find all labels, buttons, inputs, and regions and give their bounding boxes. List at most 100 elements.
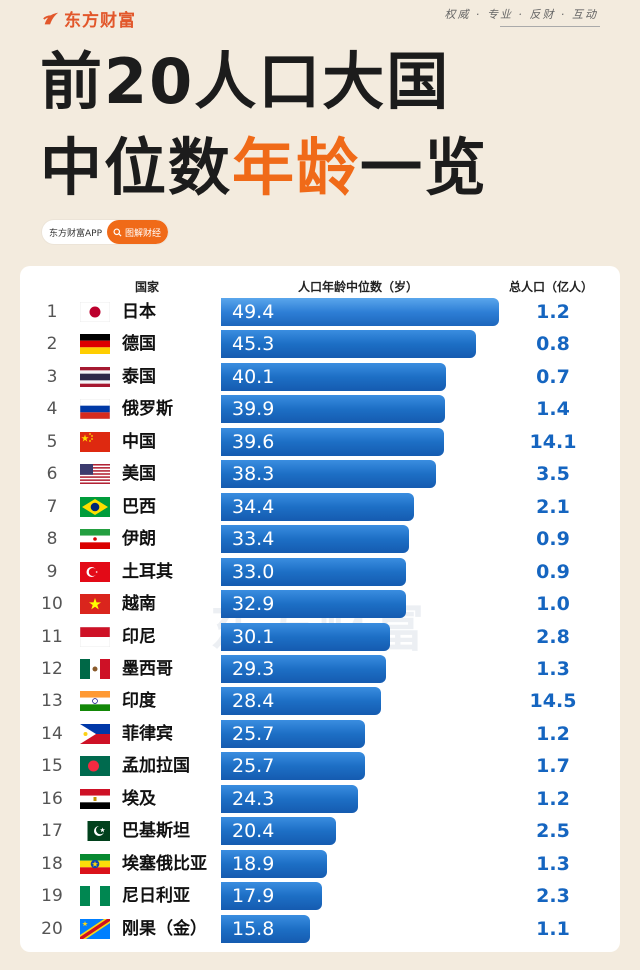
table-row: 15 孟加拉国 25.7 1.7 (20, 750, 620, 783)
country-name: 尼日利亚 (122, 886, 190, 907)
brand-mark-icon (43, 12, 59, 24)
median-age-bar (221, 752, 366, 781)
median-age-bar (221, 298, 499, 326)
population-value: 0.9 (536, 528, 570, 551)
median-age-label: 25.7 (232, 755, 275, 778)
median-age-bar (221, 557, 407, 586)
egypt-flag (80, 788, 110, 809)
nigeria-flag (80, 886, 110, 907)
rank-label: 11 (41, 626, 63, 647)
median-age-label: 20.4 (232, 820, 275, 843)
table-row: 18 埃塞俄比亚 18.9 1.3 (20, 848, 620, 881)
turkey-flag (80, 561, 110, 582)
table-row: 5 中国 39.6 14.1 (20, 426, 620, 459)
population-value: 0.7 (536, 365, 570, 388)
median-age-label: 17.9 (232, 885, 275, 908)
table-row: 12 墨西哥 29.3 1.3 (20, 653, 620, 686)
median-age-label: 39.9 (232, 398, 275, 421)
table-row: 4 俄罗斯 39.9 1.4 (20, 393, 620, 426)
population-value: 0.9 (536, 560, 570, 583)
title-part-a: 中位数 (40, 131, 233, 204)
title-part-b: 一览 (360, 131, 489, 204)
header-median-age: 人口年龄中位数（岁） (298, 280, 419, 294)
indonesia-flag (80, 626, 110, 647)
median-age-bar (221, 590, 406, 619)
app-name: 东方财富APP (49, 228, 103, 239)
rank-label: 13 (41, 691, 63, 712)
median-age-bar (221, 460, 437, 489)
population-value: 2.8 (536, 625, 570, 648)
table-row: 2 德国 45.3 0.8 (20, 328, 620, 361)
germany-flag (80, 334, 110, 355)
table-row: 19 尼日利亚 17.9 2.3 (20, 880, 620, 913)
dr-congo-flag (80, 918, 110, 939)
rank-label: 3 (46, 366, 58, 387)
table-row: 3 泰国 40.1 0.7 (20, 361, 620, 394)
population-value: 2.1 (536, 495, 570, 518)
bangladesh-flag (80, 756, 110, 777)
pakistan-flag (80, 821, 110, 842)
slogan-underline (500, 26, 600, 27)
population-value: 0.8 (536, 333, 570, 356)
population-value: 1.2 (536, 301, 570, 323)
median-age-bar (221, 914, 310, 943)
thailand-flag (80, 366, 110, 387)
population-value: 14.5 (529, 690, 577, 713)
philippines-flag (80, 723, 110, 744)
median-age-label: 29.3 (232, 657, 275, 680)
population-value: 2.3 (536, 885, 570, 908)
median-age-bar (221, 525, 409, 554)
median-age-bar (221, 784, 358, 813)
search-pill[interactable]: 图解财经 (106, 220, 168, 244)
rank-label: 8 (46, 529, 58, 550)
table-row: 14 菲律宾 25.7 1.2 (20, 718, 620, 751)
median-age-label: 38.3 (232, 463, 275, 486)
rank-label: 7 (46, 496, 58, 517)
median-age-bar (221, 362, 447, 391)
rank-label: 20 (41, 918, 63, 939)
population-value: 1.7 (536, 755, 570, 778)
median-age-label: 24.3 (232, 787, 275, 810)
country-name: 埃及 (122, 788, 156, 809)
population-value: 14.1 (529, 430, 577, 453)
median-age-bar (221, 849, 328, 878)
iran-flag (80, 529, 110, 550)
median-age-bar (221, 330, 476, 359)
country-name: 德国 (122, 334, 156, 355)
rank-label: 6 (46, 464, 58, 485)
vietnam-flag (80, 594, 110, 615)
median-age-label: 33.4 (232, 528, 275, 551)
japan-flag (80, 302, 110, 322)
china-flag (80, 431, 110, 452)
brand-logo: 东方财富 (42, 6, 136, 31)
country-name: 中国 (122, 431, 156, 452)
median-age-label: 45.3 (232, 333, 275, 356)
population-value: 1.2 (536, 787, 570, 810)
country-name: 刚果（金） (122, 918, 207, 939)
app-badge[interactable]: 东方财富APP 图解财经 (42, 220, 168, 244)
population-value: 1.3 (536, 852, 570, 875)
country-name: 俄罗斯 (122, 399, 173, 420)
median-age-bar (221, 882, 322, 911)
header-country: 国家 (135, 280, 160, 294)
rank-label: 9 (46, 561, 58, 582)
table-row: 10 越南 32.9 1.0 (20, 588, 620, 621)
rank-label: 18 (41, 853, 63, 874)
table-row: 11 印尼 30.1 2.8 (20, 621, 620, 654)
rank-label: 15 (41, 756, 63, 777)
median-age-label: 32.9 (232, 593, 275, 616)
slogan: 权威 · 专业 · 反财 · 互动 (444, 8, 598, 21)
rank-label: 17 (41, 821, 63, 842)
brazil-flag (80, 496, 110, 517)
population-value: 1.2 (536, 722, 570, 745)
median-age-label: 30.1 (232, 625, 275, 648)
country-name: 埃塞俄比亚 (122, 853, 207, 874)
country-name: 墨西哥 (122, 658, 173, 679)
usa-flag (80, 464, 110, 485)
population-value: 2.5 (536, 820, 570, 843)
table-row: 8 伊朗 33.4 0.9 (20, 523, 620, 556)
country-name: 伊朗 (122, 529, 156, 550)
population-value: 3.5 (536, 463, 570, 486)
country-name: 巴基斯坦 (122, 821, 190, 842)
rank-label: 4 (46, 399, 58, 420)
